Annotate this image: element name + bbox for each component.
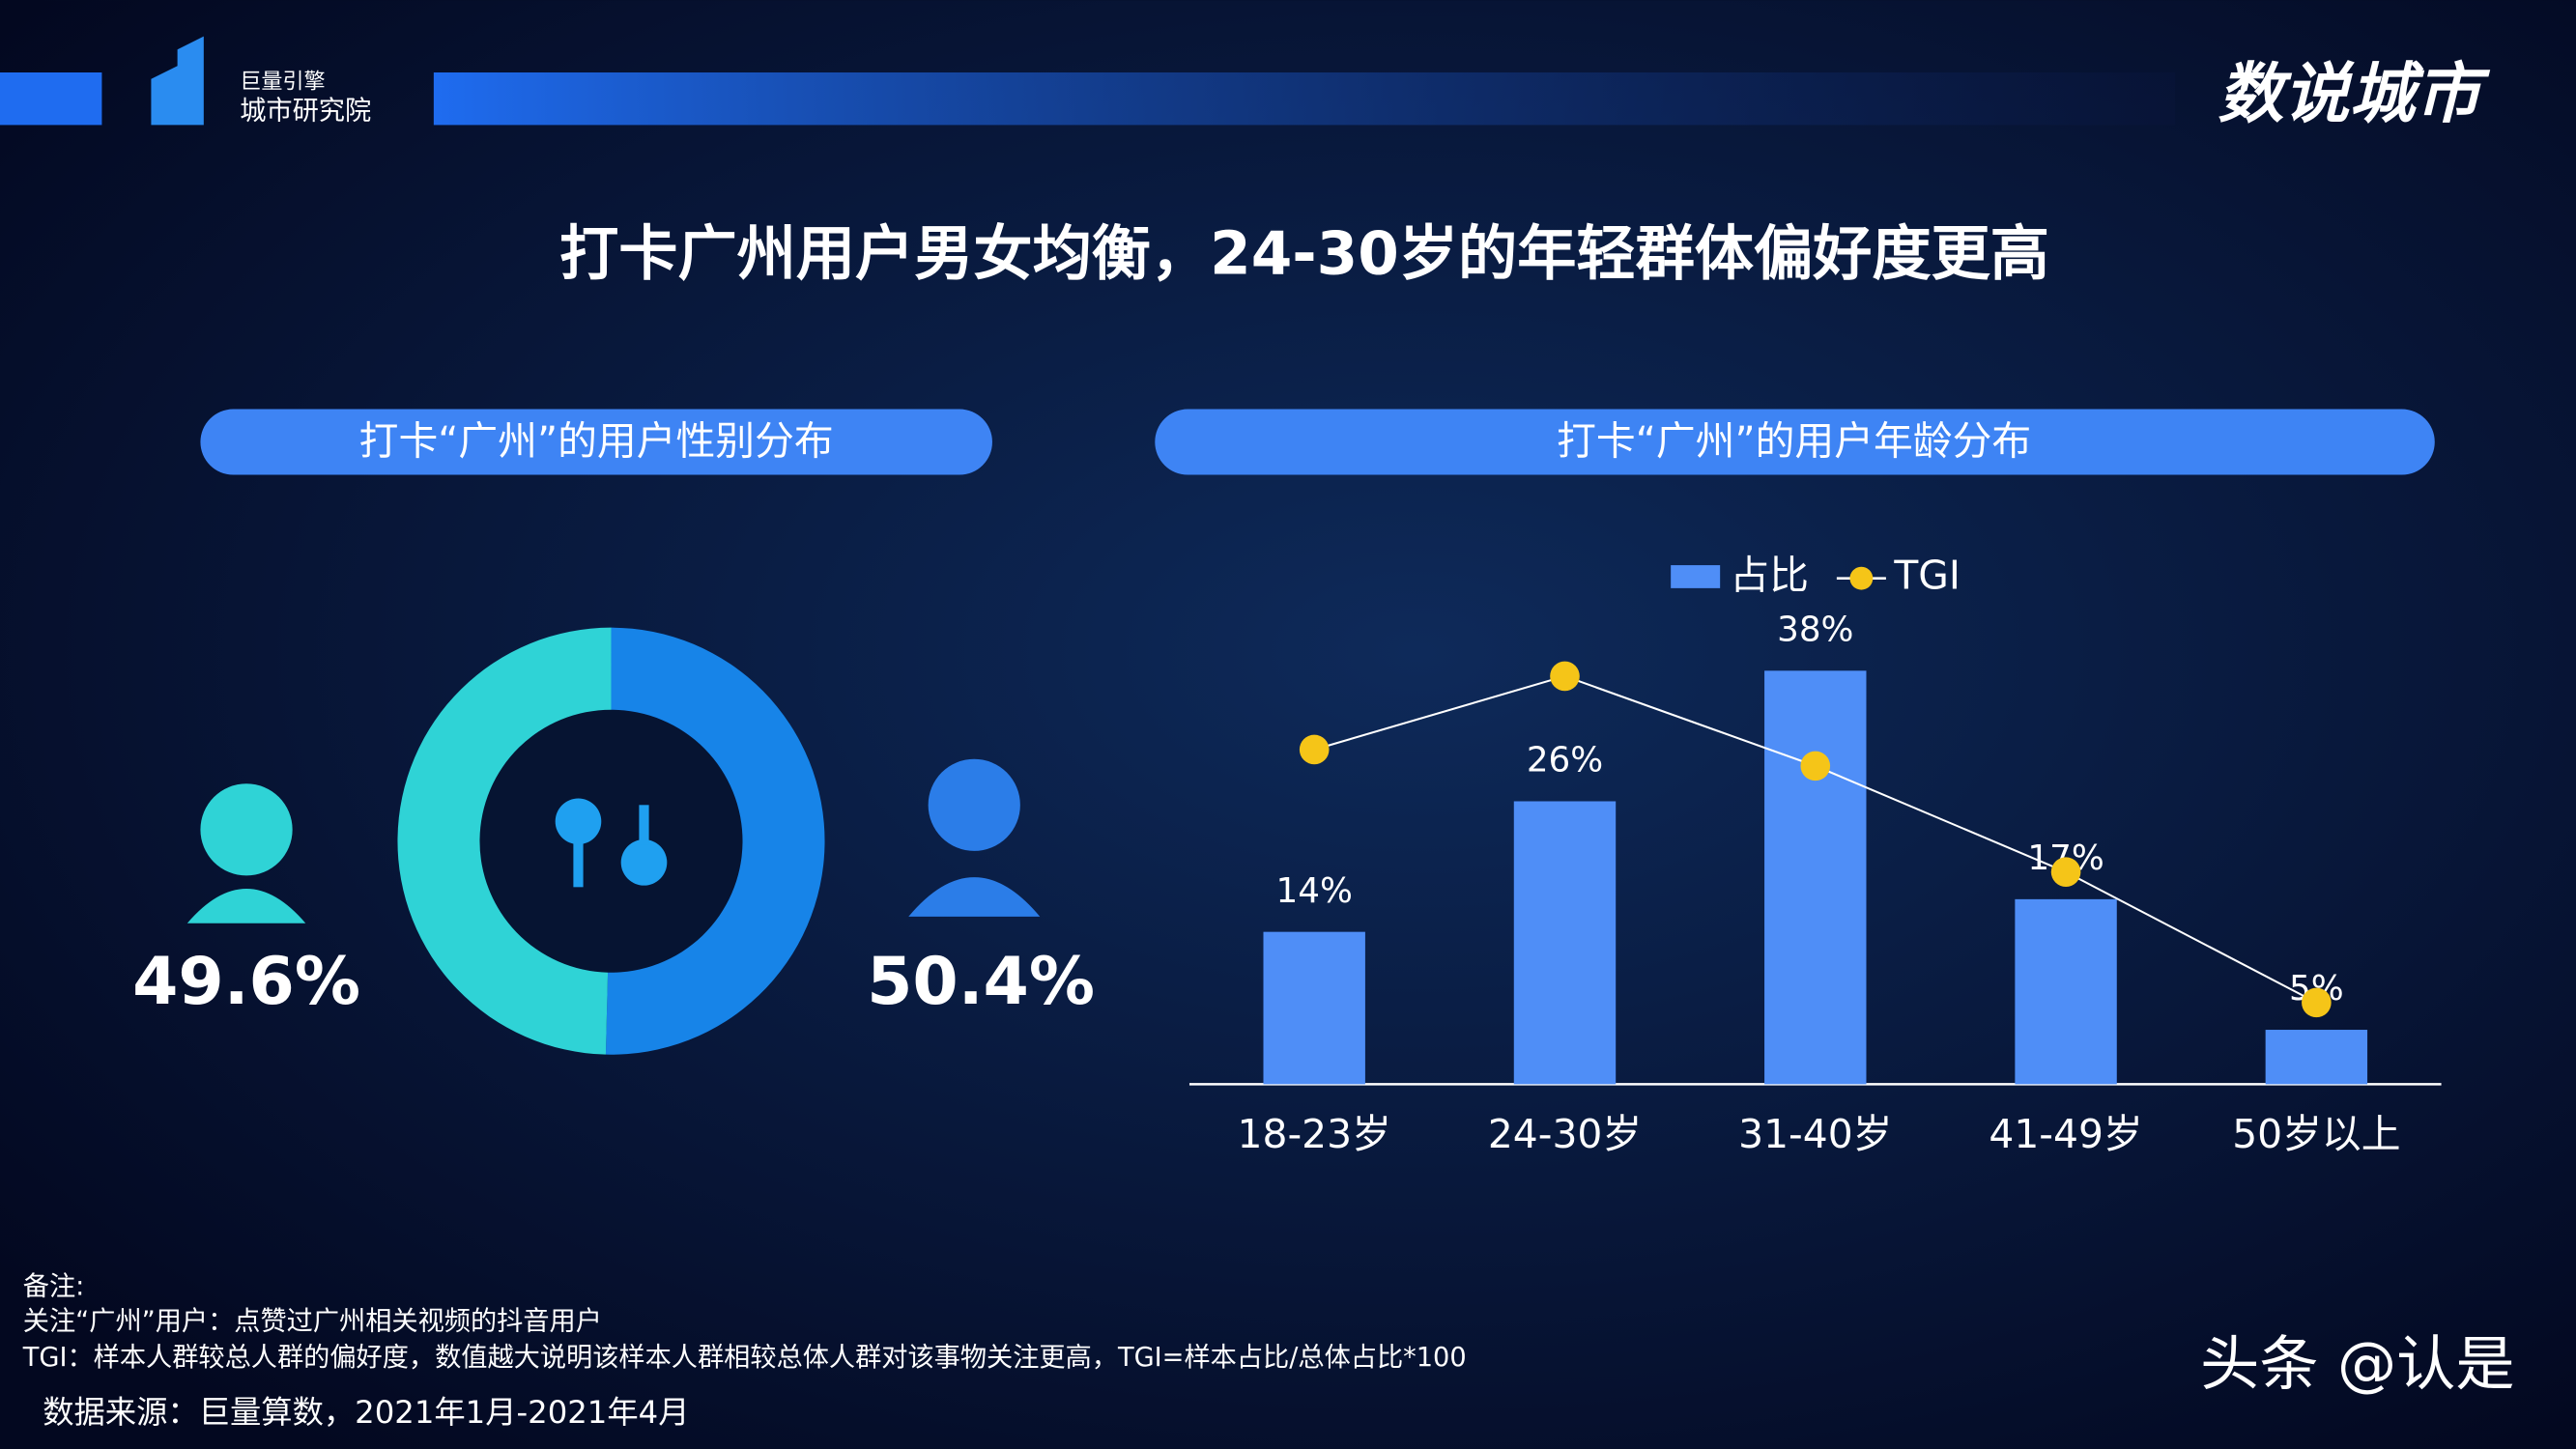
gender-icon bbox=[555, 798, 668, 888]
bar bbox=[1513, 801, 1617, 1085]
note: 备注: bbox=[23, 1272, 85, 1302]
value-label: 14% bbox=[1276, 871, 1353, 911]
bar bbox=[1764, 670, 1867, 1085]
x-tick-label: 18-23岁 bbox=[1238, 1111, 1391, 1157]
tgi-point bbox=[2302, 987, 2332, 1018]
x-tick-label: 24-30岁 bbox=[1488, 1111, 1642, 1157]
panel-header bbox=[200, 409, 992, 475]
male-icon bbox=[908, 758, 1041, 917]
logo-text: 城市研究院 bbox=[240, 96, 371, 126]
value-label: 26% bbox=[1527, 741, 1603, 781]
tgi-point bbox=[1800, 751, 1831, 781]
x-tick-label: 50岁以上 bbox=[2232, 1111, 2400, 1157]
note: TGI：样本人群较总人群的偏好度，数值越大说明该样本人群相较总体人群对该事物关注… bbox=[22, 1343, 1467, 1373]
watermark: 头条 @认是 bbox=[2200, 1330, 2514, 1399]
donut-center bbox=[479, 709, 743, 973]
source: 数据来源：巨量算数，2021年1月-2021年4月 bbox=[43, 1394, 689, 1431]
bar bbox=[2015, 898, 2117, 1085]
header-bar bbox=[0, 71, 102, 126]
tgi-point bbox=[1550, 661, 1580, 692]
donut-segment bbox=[605, 627, 825, 1055]
bar bbox=[2265, 1030, 2368, 1085]
legend-marker bbox=[1849, 566, 1874, 590]
legend-label: TGI bbox=[1893, 553, 1961, 599]
x-tick-label: 41-49岁 bbox=[1989, 1111, 2142, 1157]
donut-segment bbox=[397, 627, 612, 1055]
header-bar bbox=[433, 71, 2176, 126]
bar bbox=[1263, 931, 1365, 1085]
legend-swatch bbox=[1671, 565, 1721, 588]
logo-text: 巨量引擎 bbox=[240, 70, 325, 95]
tgi-point bbox=[1299, 734, 1330, 765]
legend-label: 占比 bbox=[1730, 553, 1809, 599]
value-label: 38% bbox=[1777, 611, 1853, 650]
logo-icon bbox=[151, 36, 204, 126]
chart-title: 打卡“广州”的用户性别分布 bbox=[359, 417, 834, 464]
tgi-point bbox=[2050, 857, 2081, 888]
chart-title: 打卡“广州”的用户年龄分布 bbox=[1557, 417, 2031, 464]
value-label: 50.4% bbox=[867, 944, 1095, 1020]
note: 关注“广州”用户：点赞过广州相关视频的抖音用户 bbox=[23, 1306, 602, 1336]
panel-header bbox=[1155, 409, 2435, 475]
x-tick-label: 31-40岁 bbox=[1738, 1111, 1892, 1157]
value-label: 49.6% bbox=[132, 944, 360, 1020]
brand: 数说城市 bbox=[2218, 57, 2490, 133]
title: 打卡广州用户男女均衡，24-30岁的年轻群体偏好度更高 bbox=[559, 220, 2049, 289]
female-icon bbox=[186, 783, 306, 923]
